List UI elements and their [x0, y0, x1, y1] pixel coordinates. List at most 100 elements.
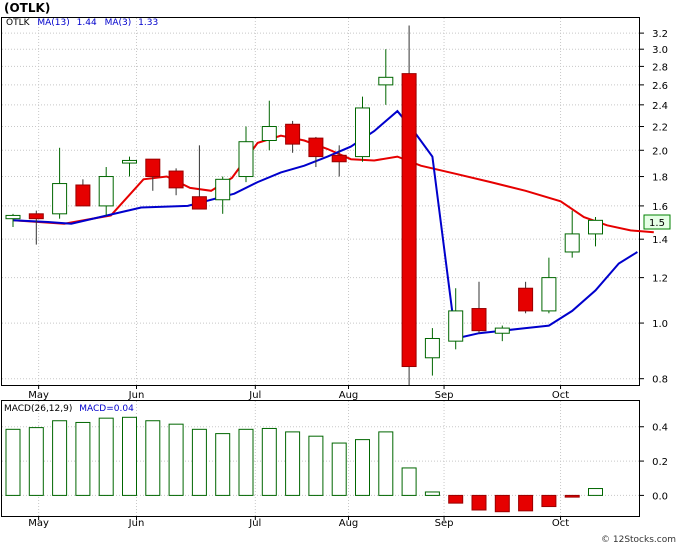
month-label: Jun	[128, 518, 145, 529]
month-label: Oct	[552, 518, 569, 529]
candle-body	[564, 233, 580, 253]
price-tick-label: 1.6	[652, 202, 668, 213]
macd-bar	[168, 423, 184, 496]
candle-body	[285, 123, 301, 145]
macd-bar	[308, 435, 324, 496]
candle-body	[541, 277, 557, 312]
macd-bar	[238, 428, 254, 496]
macd-tick-label: 0.4	[652, 423, 668, 434]
candle-body	[191, 196, 207, 210]
candle-body	[471, 308, 487, 332]
price-tick-label: 0.8	[652, 375, 668, 386]
candle-body	[401, 73, 417, 368]
candle-body	[588, 219, 603, 235]
price-tick-label: 2.8	[652, 62, 668, 73]
macd-bar	[424, 491, 440, 496]
candle-body	[331, 154, 347, 163]
month-label: Jul	[248, 518, 261, 529]
price-tick-label: 3.0	[652, 45, 668, 56]
macd-bar	[75, 421, 91, 496]
candle-body	[238, 141, 254, 178]
candle-body	[494, 327, 510, 334]
macd-bar	[378, 431, 394, 496]
candle-body	[355, 107, 370, 158]
price-y-axis: 0.8 1.0 1.2 1.4 1.6 1.8 2.0 2.2 2.4 2.6 2.8 3.0 3.2	[640, 29, 668, 386]
macd-bars	[5, 416, 603, 513]
ma-line-MA(3)	[12, 109, 638, 340]
candle-body	[5, 214, 21, 220]
macd-bar	[331, 442, 347, 496]
price-tick-label: 2.2	[652, 123, 668, 134]
month-label: Jun	[128, 390, 145, 401]
macd-tick-label: 0.0	[652, 491, 668, 502]
macd-bar	[285, 431, 301, 496]
macd-bar	[448, 494, 464, 504]
price-tick-label: 2.6	[652, 81, 668, 92]
macd-tick-label: 0.2	[652, 457, 668, 468]
candle-body	[52, 183, 68, 215]
candle-body	[75, 184, 91, 207]
month-label: May	[28, 518, 49, 529]
macd-bar	[5, 428, 21, 496]
price-tick-label: 2.4	[652, 101, 668, 112]
macd-bar	[494, 494, 510, 513]
macd-bar	[401, 467, 417, 496]
macd-bar	[28, 427, 44, 496]
macd-bar	[191, 428, 207, 496]
price-tick-label: 1.4	[652, 235, 668, 246]
candle-body	[378, 76, 394, 86]
price-tick-label: 1.2	[652, 274, 668, 285]
macd-legend-label: MACD(26,12,9)	[4, 404, 72, 414]
month-label: Oct	[552, 390, 569, 401]
svg-text:MACD(26,12,9) MACD=0.04: MACD(26,12,9) MACD=0.04	[4, 404, 134, 414]
candle-body	[448, 310, 464, 342]
price-panel	[1, 17, 640, 386]
footer-credit: © 12Stocks.com	[601, 535, 676, 545]
candle-body	[122, 159, 137, 164]
legend-ma3-value: 1.33	[138, 18, 158, 28]
macd-bar	[215, 433, 231, 496]
candle-body	[424, 337, 440, 359]
month-label: May	[28, 390, 49, 401]
macd-bar	[471, 494, 487, 511]
price-x-axis: May Jun Jul Aug Sep Oct	[28, 385, 569, 401]
month-label: Jul	[248, 390, 261, 401]
price-tick-label: 1.8	[652, 173, 668, 184]
macd-bar	[518, 494, 534, 512]
legend-ma3-label: MA(3)	[105, 18, 132, 28]
price-tick-label: 3.2	[652, 29, 668, 40]
macd-bar	[261, 427, 277, 496]
macd-x-axis: May Jun Jul Aug Sep Oct	[28, 516, 569, 529]
legend-ma13-label: MA(13)	[37, 18, 69, 28]
month-label: Sep	[435, 518, 454, 529]
svg-text:OTLK MA(13) 1.44 M: OTLK MA(13) 1.44 MA(3) 1.33	[6, 18, 158, 28]
price-tick-label: 2.0	[652, 146, 668, 157]
candle-body	[98, 176, 114, 207]
candle-body	[308, 137, 324, 158]
candle-body	[518, 287, 534, 312]
last-price-marker: 1.5	[643, 214, 671, 230]
month-label: Aug	[339, 390, 359, 401]
macd-bar	[145, 420, 161, 496]
candle-body	[261, 126, 277, 141]
macd-bar	[122, 416, 137, 496]
candle-body	[145, 158, 161, 178]
macd-bar	[564, 494, 580, 498]
macd-bar	[98, 417, 114, 496]
candle-body	[28, 213, 44, 220]
candle-body	[215, 178, 231, 201]
macd-bar	[588, 488, 603, 496]
macd-bar	[355, 439, 370, 496]
month-label: Aug	[339, 518, 359, 529]
candle-body	[168, 170, 184, 189]
price-tick-label: 1.0	[652, 319, 668, 330]
legend-ma13-value: 1.44	[77, 18, 97, 28]
macd-legend-value: MACD=0.04	[79, 404, 134, 414]
legend-symbol: OTLK	[6, 18, 31, 28]
macd-bar	[52, 420, 68, 496]
macd-y-axis: 0.4 0.2 0.0	[640, 423, 668, 502]
chart-title: (OTLK)	[4, 1, 50, 15]
month-label: Sep	[435, 390, 454, 401]
last-price-label: 1.5	[649, 218, 665, 229]
